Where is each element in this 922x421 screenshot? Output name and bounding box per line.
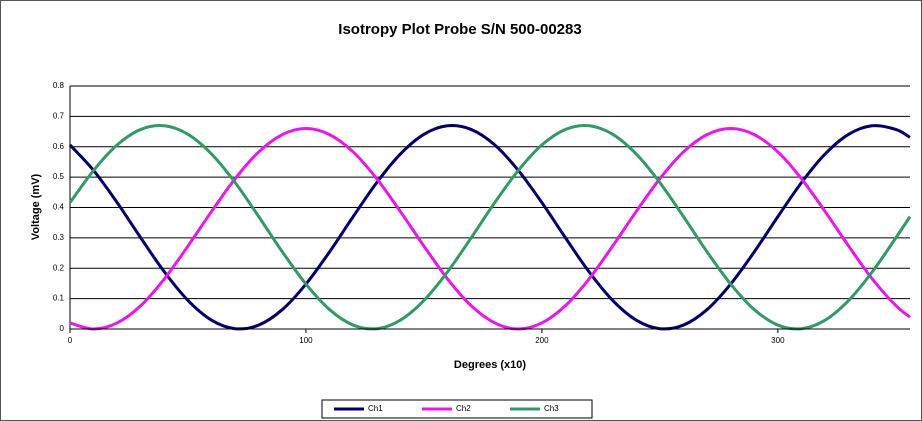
y-tick-label: 0 xyxy=(60,324,65,333)
y-tick-label: 0.7 xyxy=(53,111,65,120)
x-tick-label: 100 xyxy=(299,336,313,345)
y-tick-label: 0.1 xyxy=(53,294,65,303)
legend-label: Ch3 xyxy=(544,404,559,413)
chart-title: Isotropy Plot Probe S/N 500-00283 xyxy=(338,21,581,38)
x-tick-label: 200 xyxy=(535,336,549,345)
x-tick-label: 0 xyxy=(68,336,73,345)
legend-label: Ch2 xyxy=(456,404,471,413)
series-line xyxy=(68,124,911,331)
y-tick-label: 0.5 xyxy=(53,172,65,181)
legend-label: Ch1 xyxy=(368,404,383,413)
series-line xyxy=(69,127,911,331)
y-tick-label: 0.2 xyxy=(53,263,65,272)
y-tick-label: 0.3 xyxy=(53,233,65,242)
y-axis-label: Voltage (mV) xyxy=(30,173,42,240)
series-line xyxy=(68,124,912,331)
y-tick-label: 0.8 xyxy=(53,81,65,90)
x-tick-label: 300 xyxy=(771,336,785,345)
x-axis-label: Degrees (x10) xyxy=(454,359,526,371)
y-tick-label: 0.6 xyxy=(53,142,65,151)
y-tick-label: 0.4 xyxy=(53,203,65,212)
legend-box xyxy=(321,399,593,419)
